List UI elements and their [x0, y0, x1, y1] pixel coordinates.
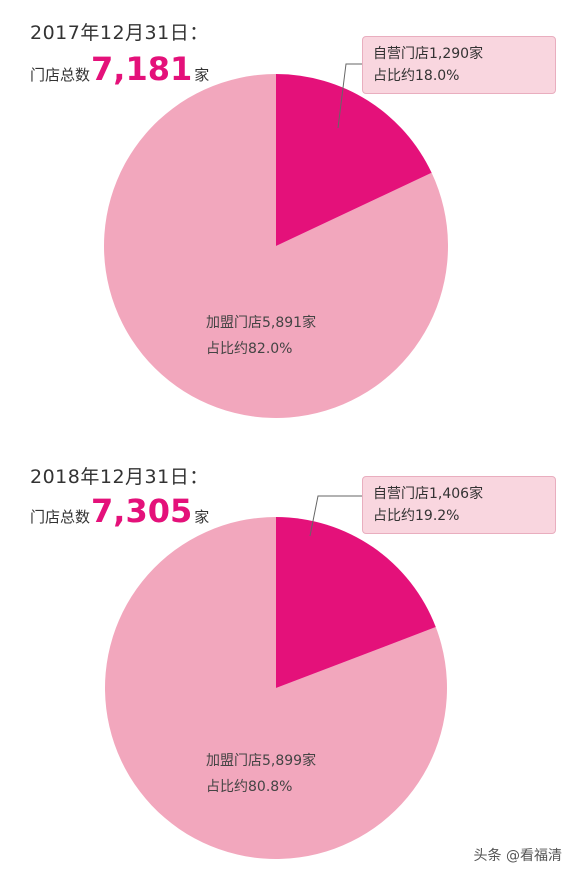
- store-total-unit: 家: [194, 508, 210, 526]
- slice-unit: 家: [469, 486, 484, 502]
- slice-name: 自营门店: [373, 46, 429, 62]
- slice-name: 加盟门店: [206, 753, 262, 769]
- pie-slice-self-operated: [276, 74, 432, 246]
- store-total-label: 门店总数: [30, 66, 91, 84]
- watermark: 头条 @看福清: [473, 848, 562, 864]
- pie-slice-franchise: [105, 517, 447, 860]
- pie-chart: [105, 495, 447, 860]
- callout-leader-line: [337, 63, 362, 129]
- pie-slice-franchise: [103, 74, 448, 418]
- store-total: 门店总数7,305 家: [30, 492, 209, 530]
- callout-line-count: 自营门店1,406家: [373, 483, 545, 505]
- slice-unit: 家: [302, 315, 317, 331]
- store-total-label: 门店总数: [30, 508, 91, 526]
- pie-slice-self-operated: [276, 517, 436, 688]
- slice-share: 占比约19.2%: [373, 508, 460, 524]
- chart-title: 2018年12月31日：: [30, 466, 209, 488]
- label-franchise: 加盟门店5,891家 占比约82.0%: [206, 310, 316, 362]
- chart-2018: 2018年12月31日： 门店总数7,305 家 自营门店1,406家 占比约19…: [0, 440, 580, 879]
- store-total-value: 7,305: [91, 492, 193, 530]
- slice-count: 1,290: [429, 46, 470, 62]
- slice-unit: 家: [469, 46, 484, 62]
- store-total: 门店总数7,181 家: [30, 50, 209, 88]
- pie-chart: [103, 63, 448, 418]
- slice-share: 占比约80.8%: [206, 779, 293, 795]
- slice-count: 5,899: [262, 753, 303, 769]
- chart-2017: 2017年12月31日： 门店总数7,181 家 自营门店1,290家 占比约18…: [30, 22, 556, 418]
- slice-unit: 家: [302, 753, 317, 769]
- callout-line-count: 自营门店1,290家: [373, 43, 545, 65]
- store-total-unit: 家: [194, 66, 210, 84]
- chart-title: 2017年12月31日：: [30, 22, 209, 44]
- label-line-count: 加盟门店5,899家: [206, 748, 316, 774]
- slice-name: 加盟门店: [206, 315, 262, 331]
- callout-leader-line: [309, 495, 362, 537]
- slice-name: 自营门店: [373, 486, 429, 502]
- slice-count: 1,406: [429, 486, 470, 502]
- slice-share: 占比约82.0%: [206, 341, 293, 357]
- callout-self-operated: 自营门店1,290家 占比约18.0%: [362, 36, 556, 94]
- slice-count: 5,891: [262, 315, 303, 331]
- label-line-count: 加盟门店5,891家: [206, 310, 316, 336]
- slice-share: 占比约18.0%: [373, 68, 460, 84]
- callout-self-operated: 自营门店1,406家 占比约19.2%: [362, 476, 556, 534]
- store-total-value: 7,181: [91, 50, 193, 88]
- label-franchise: 加盟门店5,899家 占比约80.8%: [206, 748, 316, 800]
